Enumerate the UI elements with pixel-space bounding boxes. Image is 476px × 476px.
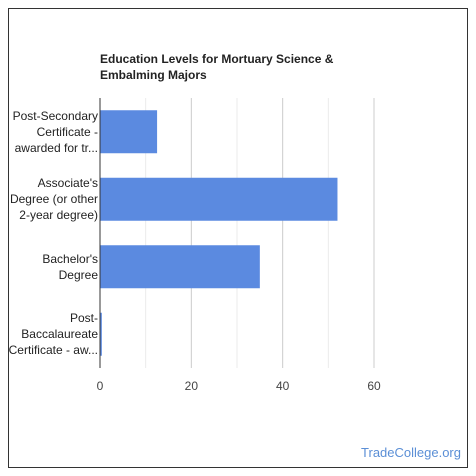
- category-label-line: Certificate -: [36, 124, 98, 139]
- category-label-line: Degree (or other: [9, 192, 98, 207]
- category-label: Bachelor's Degree: [6, 251, 98, 283]
- bar-2: [100, 245, 260, 289]
- category-label-line: Associate's: [37, 176, 98, 191]
- chart-title-line-1: Education Levels for Mortuary Science &: [100, 52, 334, 66]
- category-label-line: 2-year degree): [19, 208, 98, 223]
- category-label-line: Baccalaureate: [21, 327, 98, 342]
- category-label-line: Bachelor's: [42, 251, 98, 266]
- bar-3: [100, 312, 102, 356]
- x-tick-label: 20: [185, 379, 199, 393]
- bar-0: [100, 110, 158, 154]
- x-tick-label: 40: [276, 379, 290, 393]
- category-label: Post- Baccalaureate Certificate - aw...: [6, 310, 98, 358]
- x-tick-label: 0: [97, 379, 104, 393]
- category-label-line: awarded for tr...: [14, 140, 98, 155]
- chart-title-line-2: Embalming Majors: [100, 68, 207, 82]
- source-credit[interactable]: TradeCollege.org: [361, 445, 461, 460]
- category-label-line: Post-Secondary: [12, 108, 98, 123]
- category-label-line: Post-: [69, 311, 98, 326]
- chart-title: Education Levels for Mortuary Science & …: [100, 51, 400, 83]
- x-tick-label: 60: [367, 379, 381, 393]
- category-label-line: Certificate - aw...: [8, 343, 98, 358]
- category-label-line: Degree: [58, 267, 98, 282]
- bar-1: [100, 177, 338, 221]
- chart-frame: [8, 8, 468, 468]
- category-label: Post-Secondary Certificate - awarded for t…: [6, 108, 98, 156]
- category-label: Associate's Degree (or other 2-year degree…: [6, 175, 98, 223]
